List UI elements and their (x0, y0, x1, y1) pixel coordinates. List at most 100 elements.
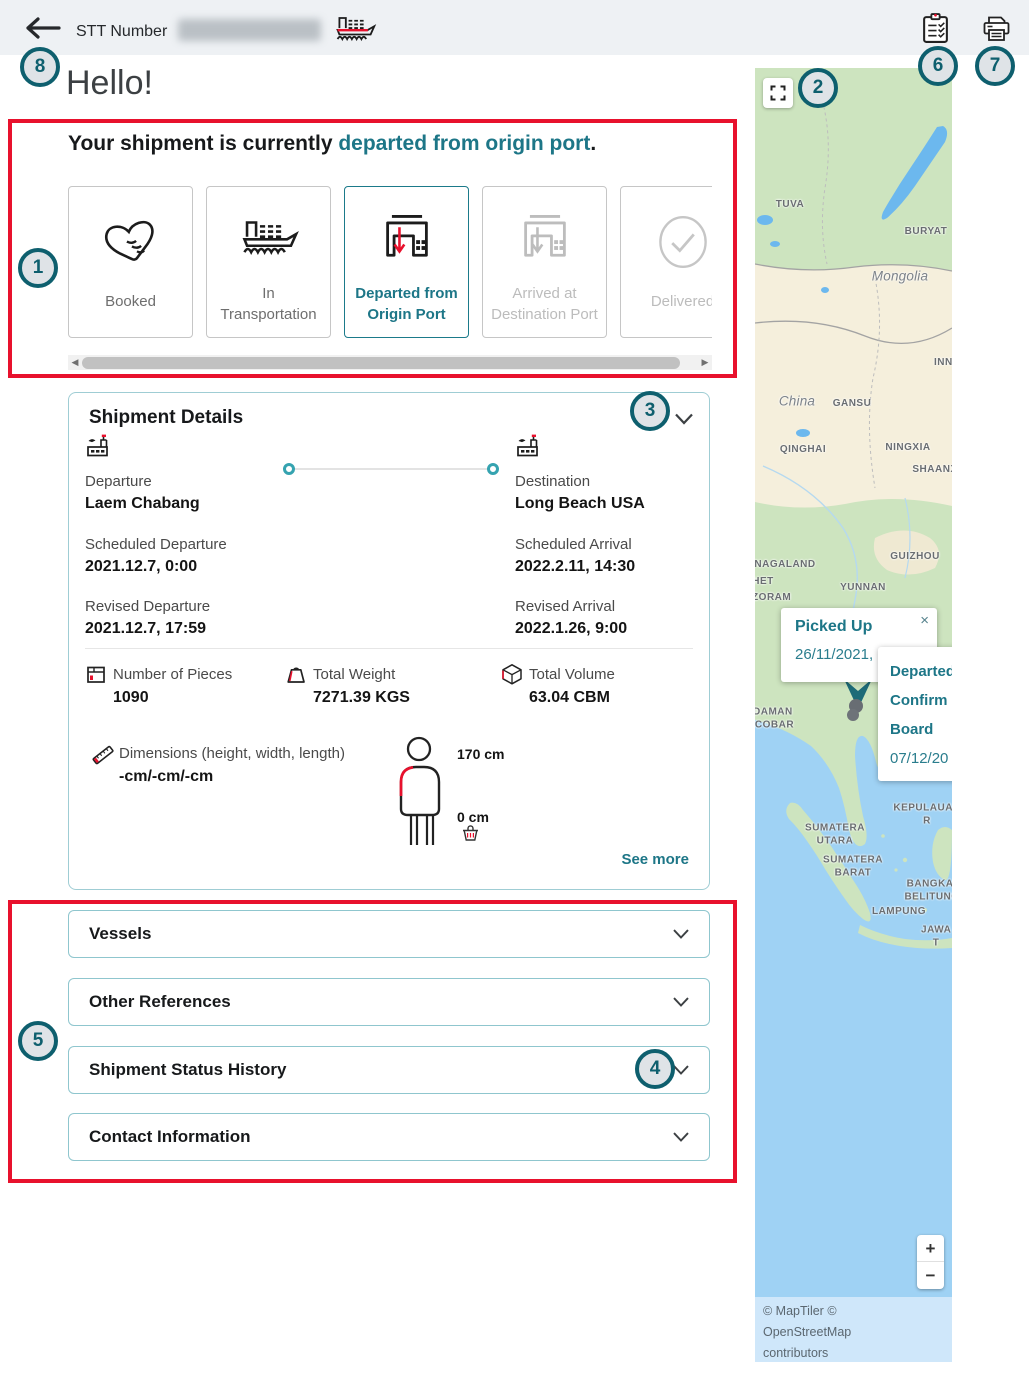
map-fullscreen-button[interactable] (763, 78, 793, 108)
volume-label: Total Volume (529, 666, 615, 683)
weight-value: 7271.39 KGS (313, 689, 410, 706)
map-label: HET (755, 575, 774, 587)
accordion-title: Other References (89, 992, 231, 1011)
floor-height-value: 0 cm (457, 809, 489, 825)
accordion-other-references[interactable]: Other References (68, 978, 710, 1026)
map-label: TUVA (775, 198, 805, 210)
shipment-route-map[interactable]: TUVA BURYAT Mongolia INNI China GANSU QI… (755, 68, 952, 1362)
person-height-value: 170 cm (457, 746, 505, 762)
annotation-badge-2: 2 (798, 68, 838, 108)
status-step-label: Booked (105, 293, 156, 310)
chevron-down-icon (673, 1065, 689, 1075)
map-label: QINGHAI (779, 443, 827, 455)
shipment-details-card: Shipment Details (68, 392, 710, 890)
scheduled-departure-label: Scheduled Departure (85, 536, 227, 553)
revised-arrival-value: 2022.1.26, 9:00 (515, 620, 628, 637)
accordion-contact-information[interactable]: Contact Information (68, 1113, 710, 1161)
shipment-details-collapse-button[interactable] (673, 411, 695, 430)
popup-close-button[interactable]: × (920, 612, 929, 629)
map-label: SUMATERA UTARA (805, 822, 865, 847)
basket-icon (461, 825, 480, 847)
printer-icon (983, 16, 1010, 41)
map-label: Mongolia (871, 268, 929, 284)
accordion-title: Shipment Status History (89, 1060, 287, 1079)
map-label: BANGKA- BELITUNG (904, 878, 952, 903)
top-bar: STT Number (0, 0, 1029, 55)
map-label: BURYAT (904, 225, 948, 237)
back-arrow-icon (26, 17, 61, 39)
scrollbar-thumb[interactable] (82, 356, 680, 369)
origin-port-icon (85, 433, 113, 464)
accordion-vessels[interactable]: Vessels (68, 910, 710, 958)
chevron-down-icon (673, 1132, 689, 1142)
status-banner-suffix: . (590, 132, 597, 155)
map-label: INNI (934, 356, 952, 368)
status-step-delivered: Delivered (620, 186, 712, 338)
dimensions-label: Dimensions (height, width, length) (119, 745, 345, 762)
accordion-shipment-status-history[interactable]: Shipment Status History (68, 1046, 710, 1094)
volume-value: 63.04 CBM (529, 689, 610, 706)
see-more-link[interactable]: See more (621, 851, 689, 868)
route-connector (283, 463, 499, 476)
map-label: IZORAM (755, 591, 792, 603)
chevron-down-icon (675, 413, 693, 425)
popup-date: 26/11/2021, (795, 646, 874, 663)
stt-number-masked-value (178, 19, 321, 41)
zoom-out-button[interactable]: − (917, 1262, 944, 1289)
map-zoom-control: + − (917, 1235, 944, 1289)
annotation-badge-5: 5 (18, 1021, 58, 1061)
popup-date: 07/12/20 (890, 750, 949, 767)
annotation-badge-1: 1 (18, 248, 58, 288)
fullscreen-icon (770, 85, 786, 101)
port-departure-icon (379, 187, 435, 283)
departure-label: Departure (85, 473, 152, 490)
map-popup-departed: Departed Confirm Board 07/12/20 (878, 647, 952, 781)
pieces-label: Number of Pieces (113, 666, 233, 683)
scheduled-arrival-label: Scheduled Arrival (515, 536, 632, 553)
status-step-departed-origin-port: Departed from Origin Port (344, 186, 469, 338)
map-label: GUIZHOU (890, 550, 940, 562)
annotation-badge-7: 7 (975, 46, 1015, 86)
port-arrival-icon (517, 187, 573, 283)
route-destination-dot (487, 463, 499, 475)
ruler-icon (91, 743, 115, 772)
print-button[interactable] (981, 15, 1012, 46)
chevron-down-icon (673, 929, 689, 939)
checklist-button[interactable] (922, 13, 949, 47)
map-label: China (778, 393, 816, 409)
stt-number-label: STT Number (76, 23, 168, 40)
ship-icon (238, 187, 300, 283)
zoom-in-button[interactable]: + (917, 1235, 944, 1262)
popup-line: Confirm (890, 692, 948, 709)
map-pickup-marker[interactable] (841, 676, 875, 727)
annotation-badge-8: 8 (20, 47, 60, 87)
status-banner-highlight: departed from origin port (338, 132, 591, 155)
route-origin-dot (283, 463, 295, 475)
revised-departure-value: 2021.12.7, 17:59 (85, 620, 206, 637)
status-step-booked: Booked (68, 186, 193, 338)
divider (85, 648, 693, 649)
status-steps-carousel: Booked In Transportation (68, 186, 712, 341)
ship-mode-icon (333, 12, 377, 51)
weight-label: Total Weight (313, 666, 396, 683)
annotation-badge-6: 6 (918, 46, 958, 86)
status-step-label: Departed from Origin Port (355, 285, 458, 323)
status-steps-scrollbar[interactable]: ◀ ▶ (68, 355, 712, 370)
accordion-title: Contact Information (89, 1127, 251, 1146)
scroll-left-arrow-icon[interactable]: ◀ (71, 357, 79, 367)
person-height-figure (386, 735, 452, 852)
map-label: YUNNAN (840, 581, 886, 593)
annotation-badge-4: 4 (635, 1049, 675, 1089)
revised-arrival-label: Revised Arrival (515, 598, 616, 615)
destination-value: Long Beach USA (515, 495, 645, 512)
dimensions-value: -cm/-cm/-cm (119, 768, 214, 785)
scroll-right-arrow-icon[interactable]: ▶ (701, 357, 709, 367)
volume-cube-icon (501, 663, 523, 690)
map-label: NDAMAN NICOBAR (755, 706, 795, 731)
status-step-in-transportation: In Transportation (206, 186, 331, 338)
status-step-label: Delivered (650, 293, 712, 310)
back-button[interactable] (24, 16, 62, 40)
map-label: NINGXIA (885, 441, 931, 453)
map-terrain (755, 68, 952, 1362)
annotation-badge-3: 3 (630, 391, 670, 431)
